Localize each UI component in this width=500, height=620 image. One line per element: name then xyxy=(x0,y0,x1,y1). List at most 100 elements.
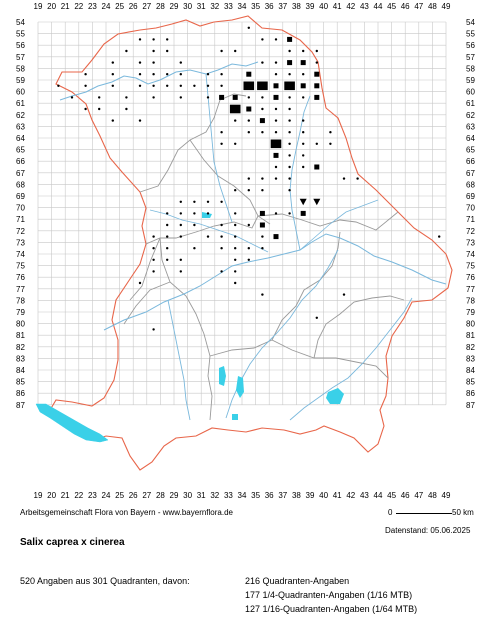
record-small-square xyxy=(273,234,279,240)
record-dot xyxy=(302,165,305,169)
row-label: 62 xyxy=(466,111,475,120)
record-dot xyxy=(274,165,278,169)
record-dot xyxy=(193,223,196,227)
row-label: 54 xyxy=(466,18,475,27)
record-dot xyxy=(220,235,223,238)
record-dot xyxy=(342,177,346,180)
row-label: 63 xyxy=(466,122,475,131)
column-label: 37 xyxy=(278,2,287,11)
row-label: 74 xyxy=(466,250,475,259)
record-dot xyxy=(166,73,169,76)
record-dot xyxy=(179,73,182,76)
record-dot xyxy=(234,270,237,273)
record-large-square xyxy=(284,81,295,91)
row-label: 70 xyxy=(466,204,475,213)
column-label: 35 xyxy=(251,2,260,11)
record-small-square xyxy=(246,71,252,77)
row-label: 87 xyxy=(16,401,25,410)
record-dot xyxy=(152,38,155,41)
record-dot xyxy=(57,84,60,88)
record-dot xyxy=(125,96,128,99)
credit-text: Arbeitsgemeinschaft Flora von Bayern - w… xyxy=(20,508,233,517)
row-label: 57 xyxy=(466,53,475,62)
record-small-square xyxy=(273,152,279,158)
record-dot xyxy=(315,61,318,64)
row-label: 58 xyxy=(16,64,25,73)
record-dot xyxy=(438,235,441,238)
row-label: 84 xyxy=(466,366,475,375)
record-dot xyxy=(288,189,291,192)
column-label: 41 xyxy=(333,2,342,11)
record-dot xyxy=(234,235,237,238)
state-border xyxy=(49,15,453,471)
record-dot xyxy=(179,212,182,215)
column-label: 27 xyxy=(142,491,151,500)
record-dot xyxy=(247,247,250,250)
record-dot xyxy=(152,328,155,331)
record-dot xyxy=(206,200,210,203)
column-label: 44 xyxy=(374,2,383,11)
district-border xyxy=(123,93,405,421)
record-small-square xyxy=(300,210,306,216)
record-dot xyxy=(288,119,291,122)
record-small-square xyxy=(300,83,306,89)
row-label: 83 xyxy=(466,354,475,363)
record-dot xyxy=(166,49,169,53)
row-label: 70 xyxy=(16,204,25,213)
record-dot xyxy=(274,131,278,134)
record-dot xyxy=(166,235,169,238)
record-dot xyxy=(111,61,115,64)
column-label: 48 xyxy=(428,2,437,11)
record-dot xyxy=(288,131,291,134)
main-river xyxy=(59,61,259,101)
row-label: 82 xyxy=(466,343,475,352)
record-dot xyxy=(315,316,318,319)
column-label: 29 xyxy=(170,2,179,11)
row-label: 76 xyxy=(466,273,475,282)
column-label: 46 xyxy=(401,491,410,500)
column-label: 22 xyxy=(74,2,83,11)
record-triangle xyxy=(313,198,321,206)
record-dot xyxy=(302,49,305,53)
column-label: 20 xyxy=(47,491,56,500)
record-dot xyxy=(342,293,346,296)
record-small-square xyxy=(259,118,265,124)
column-label: 31 xyxy=(197,2,206,11)
data-date: Datenstand: 05.06.2025 xyxy=(385,526,471,535)
record-dot xyxy=(234,281,237,285)
column-label: 47 xyxy=(414,2,423,11)
record-dot xyxy=(84,84,87,88)
column-label: 29 xyxy=(170,491,179,500)
record-dot xyxy=(193,200,196,203)
record-dot xyxy=(288,212,291,215)
record-dot xyxy=(288,107,291,111)
records-summary: 520 Angaben aus 301 Quadranten, davon: xyxy=(20,576,190,586)
quarter-quadrant-count: 177 1/4-Quadranten-Angaben (1/16 MTB) xyxy=(245,590,413,600)
distribution-map: 19 19 20 20 21 21 22 22 23 23 24 24 25 25 26 26 27 27 28 28… xyxy=(16,2,475,500)
row-label: 80 xyxy=(16,320,25,329)
record-large-square xyxy=(270,139,282,149)
row-label: 76 xyxy=(16,273,25,282)
column-label: 41 xyxy=(333,491,342,500)
record-small-square xyxy=(273,94,279,100)
record-dot xyxy=(288,73,291,76)
record-dot xyxy=(138,84,142,88)
record-dot xyxy=(274,107,278,111)
record-small-square xyxy=(259,210,265,216)
column-label: 48 xyxy=(428,491,437,500)
species-title: Salix caprea x cinerea xyxy=(20,537,125,548)
record-dot xyxy=(261,61,264,64)
record-dot xyxy=(302,131,305,134)
record-triangle xyxy=(299,198,307,206)
column-label: 46 xyxy=(401,2,410,11)
record-dot xyxy=(220,49,223,53)
occurrence-records xyxy=(57,26,441,331)
lake-brombachsee xyxy=(202,212,212,218)
record-dot xyxy=(274,212,278,215)
row-label: 62 xyxy=(16,111,25,120)
record-dot xyxy=(84,73,87,76)
record-dot xyxy=(220,270,223,273)
column-label: 42 xyxy=(346,491,355,500)
row-label: 66 xyxy=(16,157,25,166)
record-dot xyxy=(234,223,237,227)
